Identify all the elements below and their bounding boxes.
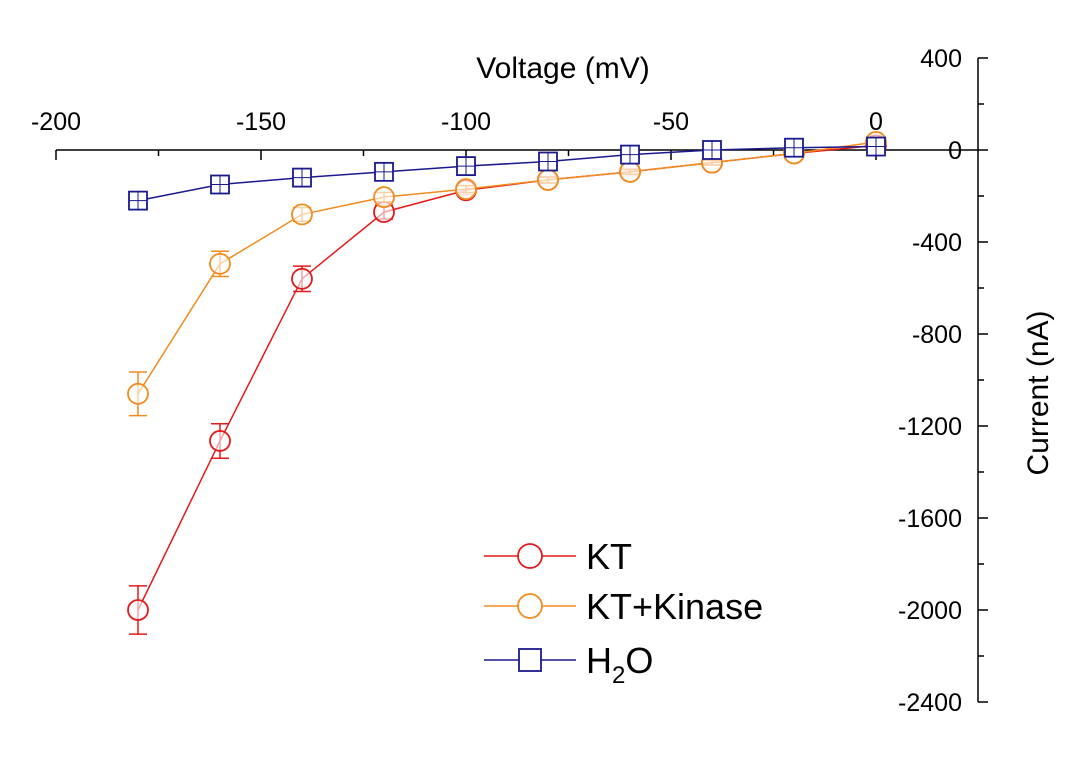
data-point bbox=[209, 252, 231, 275]
x-tick-label: 0 bbox=[869, 108, 883, 136]
legend-marker-kt-kinase bbox=[517, 593, 543, 619]
legend-label-kt-kinase: KT+Kinase bbox=[586, 586, 763, 627]
data-point bbox=[455, 178, 477, 201]
data-point bbox=[373, 186, 395, 209]
y-tick-label: -2000 bbox=[898, 597, 962, 625]
data-point bbox=[209, 430, 231, 452]
legend-label-kt: KT bbox=[586, 536, 632, 577]
y-axis-title: Current (nA) bbox=[1022, 310, 1055, 475]
y-tick-label: -2400 bbox=[898, 689, 962, 717]
x-tick-label: -100 bbox=[441, 108, 491, 136]
data-point bbox=[127, 382, 149, 405]
series-line bbox=[137, 145, 877, 202]
x-tick-label: -50 bbox=[653, 108, 689, 136]
series-kt bbox=[127, 134, 887, 635]
legend-marker-kt bbox=[517, 543, 543, 569]
legend-label-h2o-main: H bbox=[586, 640, 612, 681]
series-line bbox=[137, 141, 877, 395]
data-point bbox=[291, 203, 313, 226]
legend-label-h2o-tail: O bbox=[625, 640, 653, 681]
legend-marker-h2o bbox=[518, 648, 542, 672]
data-point bbox=[537, 168, 559, 191]
y-tick-label: -1600 bbox=[898, 505, 962, 533]
x-axis-title: Voltage (mV) bbox=[476, 52, 649, 85]
y-axis-ticks: 400 0 -400 -800 -1200 -1600 -2000 -2400 bbox=[898, 45, 988, 717]
y-tick-label: -800 bbox=[912, 321, 962, 349]
legend-entry-h2o: H2O bbox=[484, 640, 653, 689]
data-point bbox=[619, 160, 641, 183]
y-tick-label: -1200 bbox=[898, 413, 962, 441]
legend-label-h2o-sub: 2 bbox=[612, 662, 625, 689]
series-h2o bbox=[128, 136, 886, 211]
x-tick-label: -150 bbox=[236, 108, 286, 136]
legend-entry-kt-kinase: KT+Kinase bbox=[484, 586, 763, 627]
legend: KT KT+Kinase H2O bbox=[484, 536, 763, 689]
y-tick-label: 400 bbox=[920, 45, 962, 73]
data-point bbox=[291, 267, 313, 290]
legend-entry-kt: KT bbox=[484, 536, 632, 577]
axes: -200 -150 -100 -50 0 400 0 -400 -800 -1200 -1600 -… bbox=[31, 45, 1055, 717]
series-kt-kinase bbox=[127, 131, 887, 417]
y-tick-label: 0 bbox=[948, 137, 962, 165]
x-tick-label: -200 bbox=[31, 108, 81, 136]
data-point bbox=[127, 599, 149, 621]
y-tick-label: -400 bbox=[912, 229, 962, 257]
plot-area bbox=[127, 131, 887, 635]
legend-label-h2o: H2O bbox=[586, 640, 653, 689]
series-line bbox=[137, 144, 877, 611]
x-axis-ticks: -200 -150 -100 -50 0 bbox=[31, 108, 883, 160]
